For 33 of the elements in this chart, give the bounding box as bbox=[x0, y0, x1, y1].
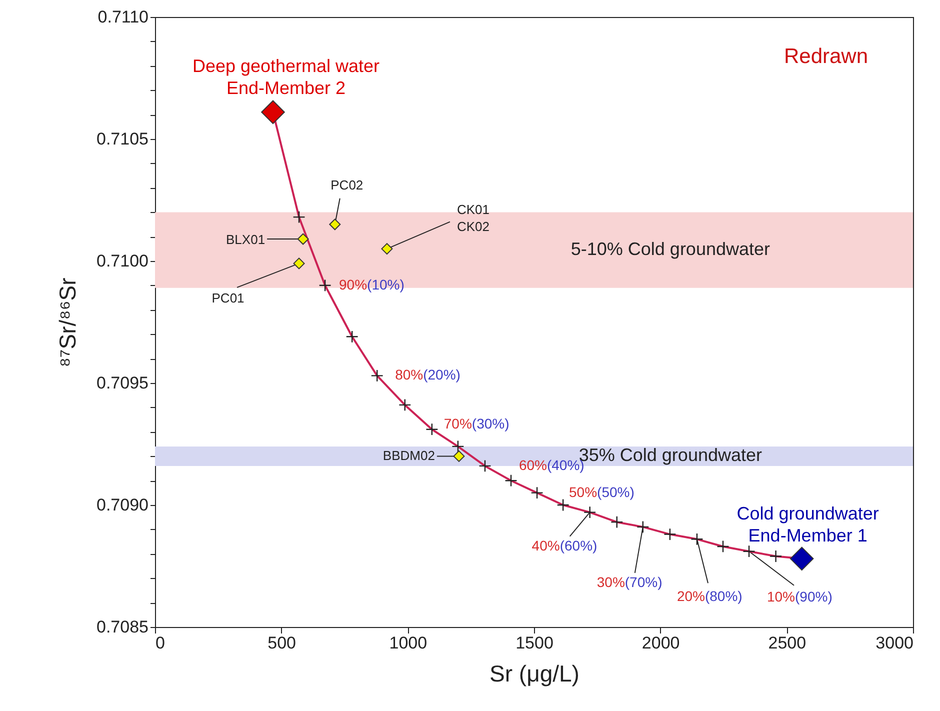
annotation: PC02 bbox=[330, 177, 364, 192]
series-label: Cold groundwater End-Member 1 bbox=[736, 504, 879, 546]
annotation: 90%(10%) bbox=[339, 276, 404, 292]
y-tick-label: 0.7110 bbox=[98, 8, 148, 26]
band-label: 5-10% Cold groundwater bbox=[570, 239, 770, 260]
annotation: 20%(80%) bbox=[676, 588, 742, 604]
annotation: CK02 bbox=[456, 218, 490, 234]
annotation: BBDM02 bbox=[382, 448, 435, 464]
annotation: CK01 bbox=[456, 202, 490, 217]
annotation: Redrawn bbox=[784, 45, 868, 68]
y-axis-title: ⁸⁷Sr/⁸⁶Sr bbox=[54, 277, 81, 368]
annotation: PC01 bbox=[212, 290, 244, 306]
annotation: 40%(60%) bbox=[532, 537, 598, 554]
annotation: 30%(70%) bbox=[596, 574, 662, 590]
annotation: 70%(30%) bbox=[444, 415, 510, 432]
x-tick-label: 500 bbox=[268, 634, 296, 652]
x-tick-label: 2000 bbox=[642, 634, 680, 652]
y-tick-label: 0.7090 bbox=[96, 496, 148, 514]
y-tick-label: 0.7100 bbox=[96, 252, 148, 270]
annotation: 50%(50%) bbox=[569, 484, 634, 500]
x-tick-label: 2500 bbox=[768, 634, 806, 652]
annotation: 80%(20%) bbox=[395, 366, 460, 383]
x-axis-title: Sr (μg/L) bbox=[490, 660, 580, 686]
annotation: BLX01 bbox=[226, 232, 266, 248]
x-tick-label: 1000 bbox=[389, 634, 428, 652]
x-tick-label: 0 bbox=[156, 634, 165, 652]
y-tick-label: 0.7085 bbox=[96, 618, 148, 636]
series-label: Deep geothermal water End-Member 2 bbox=[192, 56, 380, 98]
annotation: 10%(90%) bbox=[766, 588, 832, 604]
x-tick-label: 1500 bbox=[516, 634, 554, 652]
y-tick-label: 0.7095 bbox=[96, 374, 148, 392]
y-tick-label: 0.7105 bbox=[96, 130, 148, 148]
x-tick-label: 3000 bbox=[876, 634, 914, 652]
